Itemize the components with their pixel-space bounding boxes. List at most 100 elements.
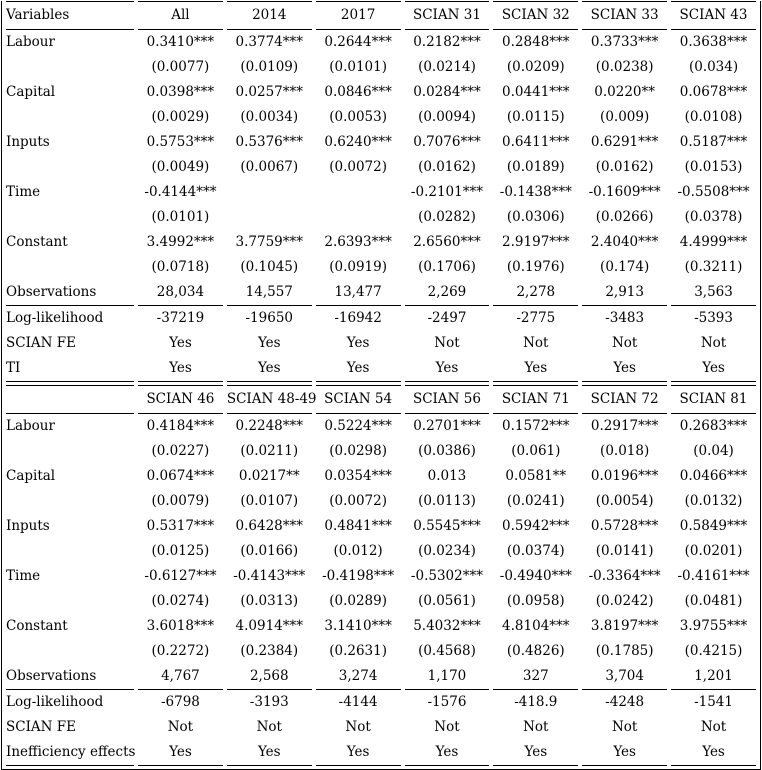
value-cell: (0.0306)	[506, 209, 565, 225]
value-cell: 0.3774***	[235, 34, 304, 50]
header-column-cell: SCIAN 31	[404, 1, 490, 30]
value-cell: -0.1438***	[499, 184, 572, 200]
value-cell: (0.0298)	[329, 443, 387, 459]
row-label: Inefficiency effects	[6, 740, 135, 766]
value-cell	[227, 180, 312, 205]
value-cell: 0.0441***	[502, 84, 570, 100]
value-cell: (0.0115)	[506, 109, 565, 125]
value-cell: 3,563	[671, 280, 756, 306]
value-cell: 0.2683***	[679, 418, 748, 434]
value-cell: 0.5317***	[146, 518, 215, 534]
header-column-cell: 2017	[315, 1, 401, 30]
value-cell: 3,274	[315, 664, 401, 690]
value-cell: (0.0132)	[684, 493, 743, 509]
value-cell: (0.0153)	[684, 159, 743, 175]
header-column-cell: SCIAN 71	[493, 385, 579, 414]
value-cell: -0.4144***	[144, 184, 217, 200]
row-label: Time	[6, 184, 41, 200]
value-cell: 4.8104***	[502, 618, 570, 634]
value-cell: (0.061)	[511, 443, 561, 459]
table-row: SCIAN FE Not Not Not Not Not Not Not	[6, 715, 756, 740]
value-cell: Yes	[671, 356, 756, 382]
table-row: Constant 3.4992*** 3.7759*** 2.6393*** 2.656…	[6, 230, 756, 255]
table-row: Time -0.6127*** -0.4143*** -0.4198*** -0.530…	[6, 564, 756, 589]
value-cell: 0.2848***	[502, 34, 570, 50]
value-cell: (0.0162)	[418, 159, 476, 175]
value-cell: 0.0581**	[505, 468, 567, 484]
value-cell: (0.0094)	[418, 109, 476, 125]
value-cell: 2.6393***	[324, 234, 392, 250]
row-label: Time	[6, 568, 41, 584]
value-cell: (0.4826)	[506, 643, 565, 659]
value-cell: Not	[345, 719, 371, 735]
table-row: Observations 4,767 2,568 3,274 1,170 327 3,704…	[6, 664, 756, 690]
table-row: (0.0029) (0.0034) (0.0053) (0.0094) (0.0115)…	[6, 105, 756, 130]
value-cell: (0.2631)	[329, 643, 387, 659]
value-cell: (0.0079)	[151, 493, 210, 509]
table-body: Variables All 2014 2017 SCIAN 31 SCIAN 32 SCIA…	[6, 1, 756, 766]
value-cell: (0.0101)	[151, 209, 210, 225]
row-label: Inputs	[6, 134, 50, 150]
header-column-cell: 2014	[226, 1, 312, 30]
value-cell	[316, 180, 401, 205]
value-cell: (0.0113)	[418, 493, 476, 509]
value-cell: 0.0196***	[590, 468, 659, 484]
value-cell	[227, 205, 312, 230]
value-cell: (0.012)	[333, 543, 383, 559]
value-cell: Not	[611, 719, 638, 735]
value-cell: 2,269	[404, 280, 490, 306]
value-cell: 0.5942***	[502, 518, 570, 534]
row-label	[6, 539, 134, 564]
value-cell: 0.0284***	[413, 84, 481, 100]
row-label: Constant	[6, 618, 68, 634]
value-cell: 3.1410***	[324, 618, 392, 634]
row-label	[6, 155, 134, 180]
row-label: Labour	[6, 418, 55, 434]
value-cell: -4248	[605, 694, 645, 710]
value-cell: -1541	[694, 694, 733, 710]
value-cell: Yes	[493, 740, 579, 766]
value-cell: -0.4143***	[233, 568, 306, 584]
value-cell: 3.7759***	[235, 234, 304, 250]
value-cell: -0.2101***	[410, 184, 483, 200]
value-cell: (0.0072)	[329, 159, 387, 175]
value-cell: 0.3733***	[590, 34, 659, 50]
row-label	[6, 439, 134, 464]
value-cell: (0.1976)	[506, 259, 565, 275]
table-row: Labour 0.3410*** 0.3774*** 0.2644*** 0.2182*…	[6, 30, 756, 55]
table-row: SCIAN FE Yes Yes Yes Not Not Not Not	[6, 331, 756, 356]
value-cell: (0.4215)	[684, 643, 743, 659]
table-row: (0.0718) (0.1045) (0.0919) (0.1706) (0.1976)…	[6, 255, 756, 280]
value-cell: 0.5376***	[235, 134, 304, 150]
value-cell: -0.6127***	[144, 568, 217, 584]
value-cell: 0.5545***	[413, 518, 481, 534]
value-cell: (0.0386)	[418, 443, 476, 459]
value-cell: -5393	[694, 310, 733, 326]
value-cell: Not	[700, 719, 727, 735]
value-cell: 0.0846***	[324, 84, 392, 100]
value-cell: (0.0053)	[329, 109, 387, 125]
row-label: Constant	[6, 234, 68, 250]
value-cell: (0.0266)	[595, 209, 654, 225]
row-label	[6, 639, 134, 664]
header-column-cell: SCIAN 48-49	[226, 385, 317, 414]
value-cell: (0.0107)	[240, 493, 299, 509]
table-row: Inputs 0.5317*** 0.6428*** 0.4841*** 0.5545*…	[6, 514, 756, 539]
value-cell: 28,034	[138, 280, 223, 306]
value-cell: 2,913	[582, 280, 668, 306]
value-cell: Yes	[404, 356, 490, 382]
header-variables-cell	[6, 385, 134, 414]
value-cell: 0.5849***	[679, 518, 748, 534]
value-cell: (0.2272)	[151, 643, 210, 659]
value-cell: Not	[434, 335, 460, 351]
value-cell: 0.3638***	[679, 34, 748, 50]
header-column-cell: SCIAN 72	[582, 385, 668, 414]
value-cell: 0.2917***	[590, 418, 659, 434]
header-column-cell: SCIAN 54	[315, 385, 401, 414]
value-cell: 0.0398***	[146, 84, 215, 100]
header-column-cell: SCIAN 46	[138, 385, 223, 414]
table-row: (0.2272) (0.2384) (0.2631) (0.4568) (0.4826)…	[6, 639, 756, 664]
value-cell: -0.4161***	[677, 568, 750, 584]
value-cell: 0.6411***	[502, 134, 570, 150]
value-cell: 0.0466***	[679, 468, 748, 484]
